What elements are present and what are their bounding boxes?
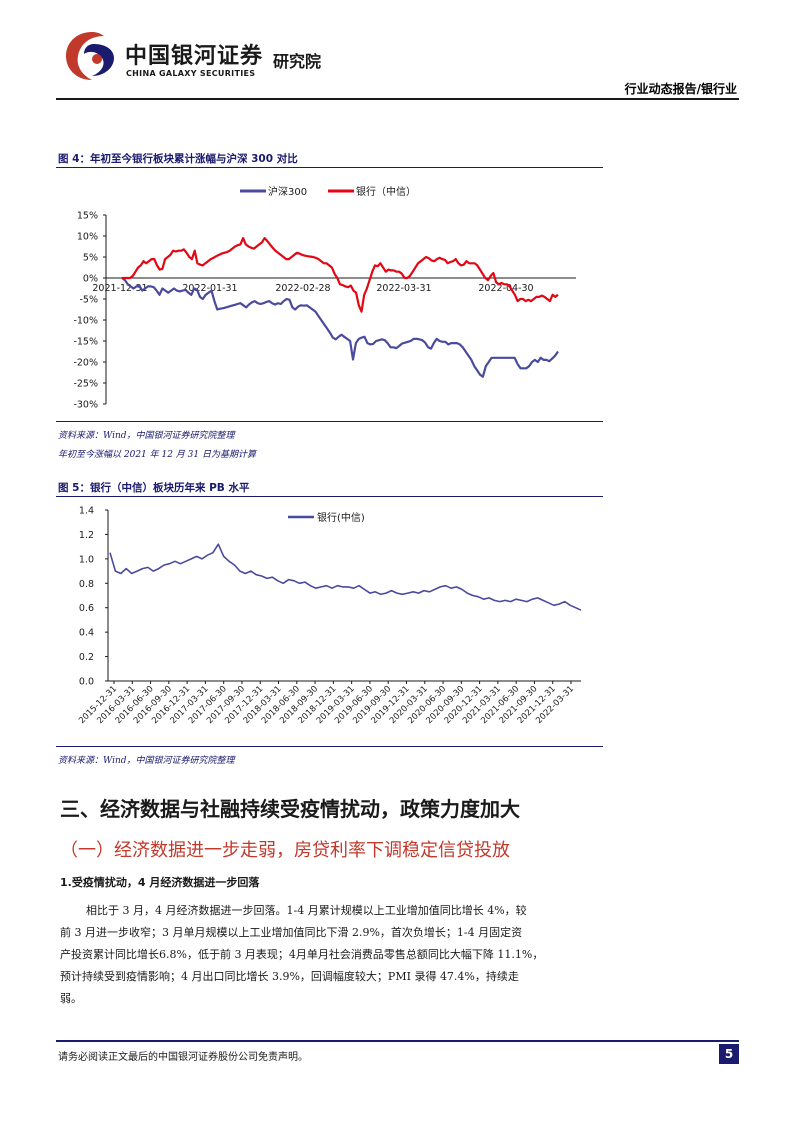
galaxy-logo-icon (66, 32, 114, 80)
series-line-bank-pb (109, 543, 582, 611)
section-heading: 三、经济数据与社融持续受疫情扰动，政策力度加大 (60, 797, 520, 821)
figure4-legend: 沪深300 银行（中信） (240, 185, 416, 198)
figure4-x-axis: 2021-12-31 2022-01-31 2022-02-28 2022-03-31… (92, 283, 533, 294)
legend-label-hs300: 沪深300 (268, 185, 307, 198)
figure5-bottom-rule (56, 746, 603, 747)
y-tick-label: 1.4 (79, 506, 94, 517)
paragraph-line: 产投资累计同比增长6.8%，低于前 3 月表现；4月单月社会消费品零售总额同比大… (60, 948, 544, 961)
y-tick-label: -15% (73, 337, 98, 348)
x-tick-label: 2022-02-28 (275, 283, 330, 294)
y-tick-label: -10% (73, 316, 98, 327)
company-name-en: CHINA GALAXY SECURITIES (126, 69, 256, 78)
header-rule (56, 98, 739, 100)
y-tick-label: 5% (83, 253, 98, 264)
x-tick-label: 2022-04-30 (478, 283, 533, 294)
series-line-bank (122, 236, 559, 313)
figure4-y-axis: 15% 10% 5% 0% -5% -10% -15% -20% -25% -30% (73, 211, 106, 411)
paragraph-line: 弱。 (60, 992, 82, 1005)
y-tick-label: -20% (73, 358, 98, 369)
figure4-bottom-rule (56, 421, 603, 422)
section-paragraph: 相比于 3 月，4 月经济数据进一步回落。1-4 月累计规模以上工业增加值同比增… (60, 900, 600, 1010)
figure4-source: 资料来源：Wind，中国银河证券研究院整理 (58, 431, 235, 441)
paragraph-line: 相比于 3 月，4 月经济数据进一步回落。1-4 月累计规模以上工业增加值同比增… (86, 904, 527, 917)
legend-label-bank: 银行（中信） (356, 185, 416, 198)
figure5-source: 资料来源：Wind，中国银河证券研究院整理 (58, 756, 235, 766)
section-subheading: （一）经济数据进一步走弱，房贷利率下调稳定信贷投放 (60, 840, 510, 861)
header: 中国银河证券 CHINA GALAXY SECURITIES 研究院 行业动态报… (0, 0, 793, 100)
paragraph-line: 前 3 月进一步收窄；3 月单月规模以上工业增加值同比下滑 2.9%，首次负增长… (60, 926, 523, 939)
company-name-cn: 中国银河证券 (125, 44, 264, 69)
figure4-top-rule (56, 167, 603, 168)
figure5-title: 图 5：银行（中信）板块历年来 PB 水平 (58, 482, 250, 494)
paragraph-line: 预计持续受到疫情影响；4 月出口同比增长 3.9%，回调幅度较大；PMI 录得 … (60, 970, 519, 983)
figure5-top-rule (56, 496, 603, 497)
y-tick-label: -5% (80, 295, 99, 306)
figure4-chart: 沪深300 银行（中信） 15% 10% 5% 0% -5% -10% -15% -20% -2… (73, 185, 576, 411)
y-tick-label: 0.4 (79, 628, 94, 639)
report-type: 行业动态报告/银行业 (624, 82, 737, 96)
series-line-hs300 (121, 277, 559, 378)
department-label: 研究院 (273, 52, 322, 71)
y-tick-label: 0.0 (79, 677, 94, 688)
legend-label-bank-pb: 银行(中信) (317, 511, 365, 524)
figure4-note: 年初至今涨幅以 2021 年 12 月 31 日为基期计算 (58, 450, 256, 460)
x-tick-label: 2022-01-31 (182, 283, 237, 294)
y-tick-label: 10% (77, 232, 98, 243)
figure5-y-axis: 1.4 1.2 1.0 0.8 0.6 0.4 0.2 0.0 (79, 506, 108, 688)
footer-rule (56, 1040, 739, 1042)
x-tick-label: 2022-03-31 (376, 283, 431, 294)
figure5-legend: 银行(中信) (288, 511, 365, 524)
y-tick-label: 0.8 (79, 579, 94, 590)
y-tick-label: 1.2 (79, 530, 94, 541)
footer-disclaimer: 请务必阅读正文最后的中国银河证券股份公司免责声明。 (58, 1052, 308, 1063)
x-tick-label: 2021-12-31 (92, 283, 147, 294)
section-point-heading: 1.受疫情扰动，4 月经济数据进一步回落 (60, 876, 260, 889)
y-tick-label: 0.2 (79, 652, 94, 663)
figure4-title: 图 4：年初至今银行板块累计涨幅与沪深 300 对比 (58, 153, 298, 165)
figure5-x-axis: 2015-12-312016-03-312016-06-302016-09-30… (77, 681, 576, 726)
y-tick-label: 1.0 (79, 554, 94, 565)
y-tick-label: 0.6 (79, 603, 94, 614)
y-tick-label: -30% (73, 400, 98, 411)
page-number: 5 (719, 1044, 739, 1064)
figure5-chart: 银行(中信) 1.4 1.2 1.0 0.8 0.6 0.4 0.2 0.0 2015-12-… (77, 506, 582, 726)
y-tick-label: 15% (77, 211, 98, 222)
y-tick-label: -25% (73, 379, 98, 390)
y-tick-label: 0% (83, 274, 98, 285)
